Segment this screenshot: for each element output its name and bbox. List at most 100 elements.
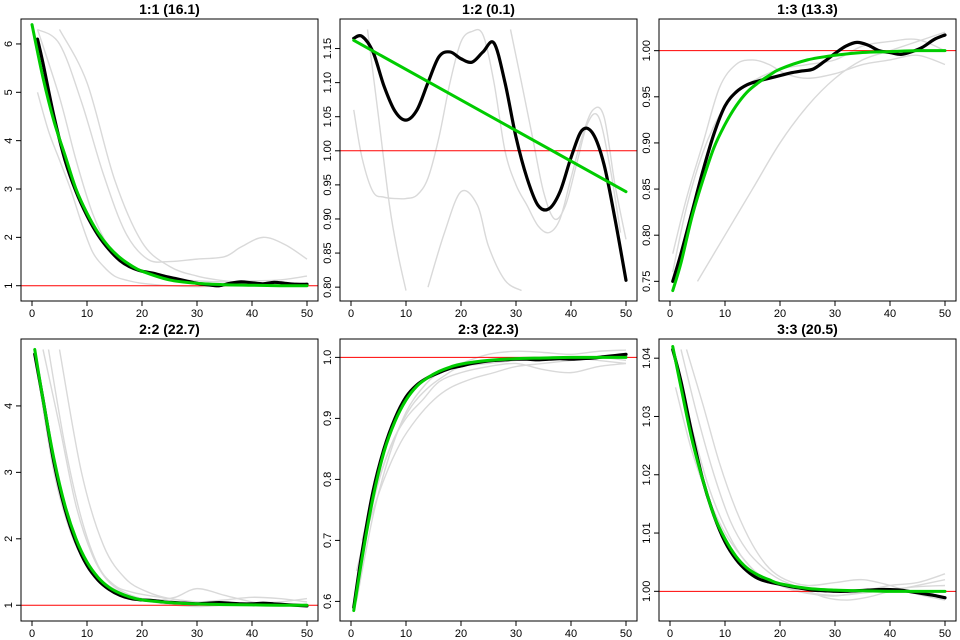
x-tick-label: 20 bbox=[136, 308, 148, 320]
background-line-2 bbox=[36, 372, 308, 608]
chart-panel-6: 0 10 20 30 40 50 1.00 1.01 1.02 1.03 1.04 3:3 (20.5… bbox=[641, 321, 957, 640]
y-tick-label: 1.00 bbox=[641, 40, 653, 61]
background-line-2 bbox=[36, 29, 308, 283]
y-tick-label: 1.02 bbox=[641, 464, 653, 485]
background-line-4 bbox=[355, 356, 627, 572]
y-tick-label: 0.6 bbox=[322, 594, 334, 609]
panel-title: 1:2 (0.1) bbox=[462, 1, 515, 17]
x-tick-label: 50 bbox=[939, 308, 951, 320]
background-line-4 bbox=[674, 387, 946, 597]
x-tick-label: 30 bbox=[829, 308, 841, 320]
x-tick-label: 0 bbox=[667, 628, 673, 640]
x-tick-label: 30 bbox=[191, 308, 203, 320]
x-tick-label: 40 bbox=[884, 308, 896, 320]
background-line-2 bbox=[355, 349, 627, 602]
x-tick-label: 0 bbox=[348, 308, 354, 320]
x-tick-label: 10 bbox=[400, 628, 412, 640]
y-tick-label: 6 bbox=[3, 41, 15, 47]
y-tick-label: 0.9 bbox=[322, 411, 334, 426]
x-tick-label: 40 bbox=[565, 308, 577, 320]
y-tick-label: 0.7 bbox=[322, 533, 334, 548]
background-line-1 bbox=[353, 28, 627, 240]
plot-frame bbox=[20, 18, 319, 302]
plot-frame bbox=[658, 18, 957, 302]
background-line-3 bbox=[361, 356, 627, 541]
y-tick-label: 1.10 bbox=[322, 72, 334, 93]
background-line-1 bbox=[355, 362, 627, 590]
observed-series-line bbox=[671, 33, 947, 283]
background-line-1 bbox=[672, 54, 946, 254]
background-line-2 bbox=[672, 38, 946, 273]
fit-series-line bbox=[671, 345, 947, 593]
background-line-3 bbox=[509, 29, 622, 233]
panel-title: 2:2 (22.7) bbox=[139, 321, 200, 337]
y-tick-label: 1 bbox=[3, 283, 15, 289]
plot-frame bbox=[339, 338, 638, 622]
x-tick-label: 10 bbox=[719, 628, 731, 640]
background-line-3 bbox=[696, 31, 946, 282]
plot-area bbox=[659, 31, 956, 293]
background-line-3 bbox=[37, 28, 308, 263]
x-tick-label: 10 bbox=[719, 308, 731, 320]
chart-panel-3: 0 10 20 30 40 50 0.75 0.80 0.85 0.90 0.95 1.00 1:3 (… bbox=[641, 1, 957, 320]
y-tick-label: 0.80 bbox=[322, 276, 334, 297]
observed-series-line bbox=[352, 33, 628, 282]
y-tick-label: 1.05 bbox=[322, 106, 334, 127]
y-tick-label: 0.8 bbox=[322, 472, 334, 487]
chart-panel-2: 0 10 20 30 40 50 0.80 0.85 0.90 0.95 1.00 1.05 1.10 1… bbox=[322, 1, 638, 320]
y-tick-label: 1.04 bbox=[641, 347, 653, 368]
y-tick-label: 1.0 bbox=[322, 350, 334, 365]
x-tick-label: 0 bbox=[29, 628, 35, 640]
x-tick-label: 30 bbox=[510, 628, 522, 640]
x-tick-label: 0 bbox=[348, 628, 354, 640]
x-tick-label: 30 bbox=[829, 628, 841, 640]
x-tick-label: 20 bbox=[774, 628, 786, 640]
y-tick-label: 1.03 bbox=[641, 406, 653, 427]
fit-series-line bbox=[352, 355, 628, 613]
y-tick-label: 1.00 bbox=[322, 140, 334, 161]
x-tick-label: 10 bbox=[81, 308, 93, 320]
y-tick-label: 0.95 bbox=[322, 174, 334, 195]
y-tick-label: 0.85 bbox=[322, 242, 334, 263]
plot-frame bbox=[658, 338, 957, 622]
plot-area bbox=[340, 28, 637, 292]
plot-area bbox=[21, 347, 318, 608]
panel-title: 3:3 (20.5) bbox=[777, 321, 838, 337]
y-tick-label: 2 bbox=[3, 536, 15, 542]
x-tick-label: 40 bbox=[246, 628, 258, 640]
background-line-1 bbox=[36, 92, 308, 288]
fit-series-line bbox=[30, 23, 309, 288]
plot-area bbox=[340, 349, 637, 613]
chart-panel-4: 0 10 20 30 40 50 1 2 3 4 2:2 (22.7) bbox=[3, 321, 319, 640]
chart-panel-5: 0 10 20 30 40 50 0.6 0.7 0.8 0.9 1.0 2:3 (22.3) bbox=[322, 321, 638, 640]
plot-frame bbox=[20, 338, 319, 622]
x-tick-label: 50 bbox=[620, 628, 632, 640]
x-tick-label: 50 bbox=[301, 308, 313, 320]
y-tick-label: 0.75 bbox=[641, 271, 653, 292]
fit-series-line bbox=[671, 49, 947, 293]
y-tick-label: 2 bbox=[3, 234, 15, 240]
x-tick-label: 0 bbox=[667, 308, 673, 320]
x-tick-label: 20 bbox=[136, 628, 148, 640]
plot-area bbox=[21, 23, 318, 288]
observed-series-line bbox=[35, 37, 309, 288]
y-tick-label: 3 bbox=[3, 186, 15, 192]
y-tick-label: 1.15 bbox=[322, 38, 334, 59]
observed-series-line bbox=[33, 352, 309, 608]
x-tick-label: 40 bbox=[565, 628, 577, 640]
x-tick-label: 10 bbox=[81, 628, 93, 640]
x-tick-label: 40 bbox=[246, 308, 258, 320]
y-tick-label: 0.95 bbox=[641, 86, 653, 107]
background-line-1 bbox=[47, 349, 308, 603]
y-tick-label: 0.80 bbox=[641, 224, 653, 245]
background-line-2 bbox=[427, 189, 522, 292]
observed-series-line bbox=[352, 352, 628, 610]
x-tick-label: 20 bbox=[774, 308, 786, 320]
background-line-3 bbox=[58, 349, 308, 607]
background-line-1 bbox=[680, 349, 946, 601]
x-tick-label: 10 bbox=[400, 308, 412, 320]
background-line-3 bbox=[685, 349, 946, 601]
y-tick-label: 0.90 bbox=[641, 132, 653, 153]
